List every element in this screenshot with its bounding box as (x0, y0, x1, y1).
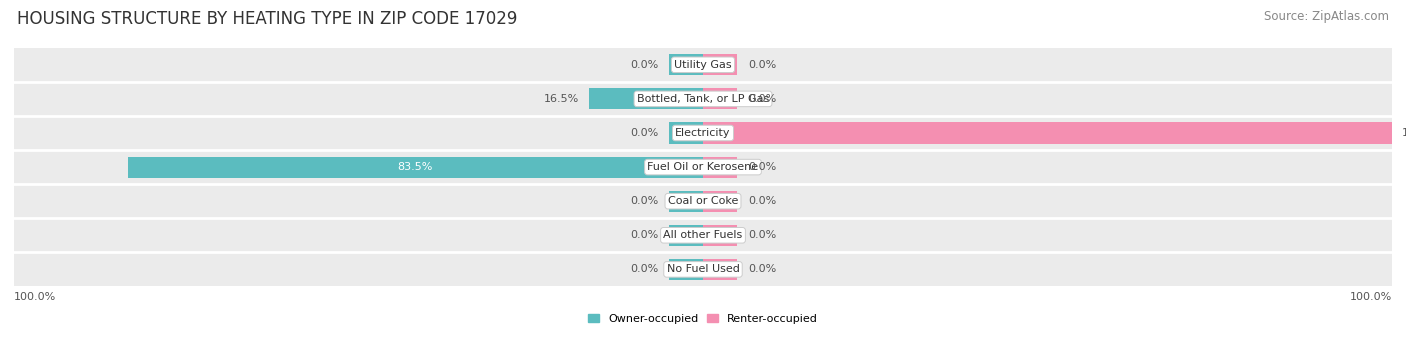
Bar (669, 225, 703, 246)
Bar (703, 157, 738, 178)
Bar (703, 88, 738, 109)
Text: Source: ZipAtlas.com: Source: ZipAtlas.com (1264, 10, 1389, 23)
Text: 0.0%: 0.0% (630, 196, 658, 206)
Bar (14, 116, 1392, 150)
Text: HOUSING STRUCTURE BY HEATING TYPE IN ZIP CODE 17029: HOUSING STRUCTURE BY HEATING TYPE IN ZIP… (17, 10, 517, 28)
Text: 83.5%: 83.5% (398, 162, 433, 172)
Text: 100.0%: 100.0% (14, 292, 56, 301)
Text: 100.0%: 100.0% (1402, 128, 1406, 138)
Bar (128, 157, 703, 178)
Bar (703, 191, 738, 212)
Text: 0.0%: 0.0% (748, 196, 776, 206)
Bar (14, 184, 1392, 218)
Bar (669, 191, 703, 212)
Text: All other Fuels: All other Fuels (664, 230, 742, 240)
Text: 0.0%: 0.0% (630, 230, 658, 240)
Bar (703, 54, 738, 75)
Text: 0.0%: 0.0% (630, 264, 658, 275)
Text: 100.0%: 100.0% (1350, 292, 1392, 301)
Bar (703, 259, 738, 280)
Bar (14, 150, 1392, 184)
Bar (669, 54, 703, 75)
Text: Coal or Coke: Coal or Coke (668, 196, 738, 206)
Text: 0.0%: 0.0% (748, 60, 776, 70)
Text: 16.5%: 16.5% (544, 94, 579, 104)
Text: Fuel Oil or Kerosene: Fuel Oil or Kerosene (647, 162, 759, 172)
Text: Electricity: Electricity (675, 128, 731, 138)
Text: Bottled, Tank, or LP Gas: Bottled, Tank, or LP Gas (637, 94, 769, 104)
Bar (589, 88, 703, 109)
Text: Utility Gas: Utility Gas (675, 60, 731, 70)
Text: 0.0%: 0.0% (748, 264, 776, 275)
Bar (669, 259, 703, 280)
Text: 0.0%: 0.0% (748, 162, 776, 172)
Text: No Fuel Used: No Fuel Used (666, 264, 740, 275)
Bar (703, 122, 1392, 144)
Text: 0.0%: 0.0% (748, 230, 776, 240)
Bar (669, 122, 703, 144)
Legend: Owner-occupied, Renter-occupied: Owner-occupied, Renter-occupied (588, 314, 818, 324)
Bar (14, 48, 1392, 82)
Bar (703, 225, 738, 246)
Text: 0.0%: 0.0% (748, 94, 776, 104)
Bar (14, 218, 1392, 252)
Bar (14, 252, 1392, 286)
Bar (14, 82, 1392, 116)
Text: 0.0%: 0.0% (630, 128, 658, 138)
Text: 0.0%: 0.0% (630, 60, 658, 70)
